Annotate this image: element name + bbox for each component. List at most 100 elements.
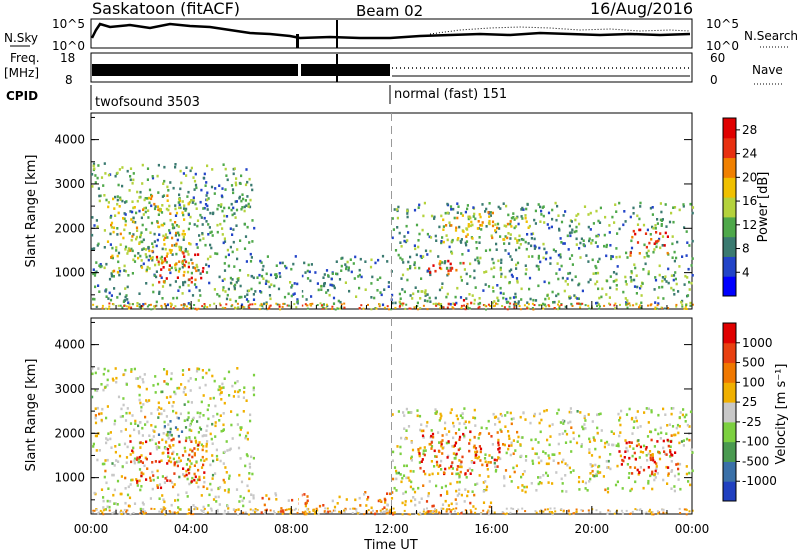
power-cell	[243, 222, 246, 226]
power-cell	[236, 248, 239, 251]
power-cell	[678, 265, 681, 268]
velocity-cell	[667, 444, 670, 448]
velocity-ground-cell	[580, 509, 583, 512]
power-cell	[234, 200, 237, 203]
power-cell	[406, 239, 409, 242]
power-cell	[661, 285, 664, 289]
velocity-cell	[95, 449, 98, 452]
velocity-cell	[178, 386, 181, 390]
power-ground-cell	[144, 302, 147, 305]
velocity-cell	[152, 474, 155, 477]
velocity-cell	[131, 449, 134, 453]
power-cell	[527, 255, 530, 258]
power-cell	[266, 255, 269, 258]
velocity-cell	[660, 431, 663, 435]
freq-tick-bottom: 8	[65, 73, 73, 87]
power-cell	[680, 300, 683, 304]
velocity-cell	[156, 382, 160, 386]
velocity-cell	[252, 388, 255, 392]
power-cell	[129, 249, 132, 252]
power-cell	[126, 252, 129, 255]
power-ground-cell	[689, 304, 692, 307]
velocity-cell	[658, 457, 662, 461]
power-cell	[175, 262, 178, 266]
velocity-cell	[142, 403, 145, 406]
power-cell	[161, 223, 164, 227]
power-cell	[151, 249, 154, 253]
velocity-cell	[236, 367, 239, 370]
power-ground-cell	[326, 305, 329, 308]
power-cell	[94, 285, 97, 289]
power-cell	[110, 255, 113, 259]
velocity-cell	[521, 484, 524, 487]
velocity-ground-cell	[401, 513, 404, 516]
velocity-cell	[593, 439, 596, 442]
velocity-cell	[163, 446, 167, 449]
power-cell	[146, 197, 149, 200]
power-cell	[354, 255, 357, 259]
power-cell	[194, 202, 197, 206]
power-cell	[92, 162, 96, 166]
velocity-cell	[665, 432, 668, 435]
power-cell	[242, 197, 245, 201]
power-cell	[462, 299, 466, 302]
power-cell	[175, 242, 178, 246]
power-cell	[466, 233, 469, 236]
velocity-cell	[430, 441, 433, 444]
velocity-cell	[460, 493, 463, 497]
velocity-ground-cell	[688, 510, 691, 513]
power-cell	[103, 194, 106, 197]
velocity-cell	[187, 379, 190, 383]
velocity-cell	[145, 399, 148, 402]
power-cell	[158, 290, 161, 294]
power-cell	[131, 235, 134, 238]
power-cell	[164, 259, 167, 262]
velocity-cell	[133, 461, 136, 465]
velocity-cell	[183, 387, 186, 391]
power-cell	[475, 247, 478, 250]
velocity-cell	[179, 459, 182, 462]
velocity-cell	[421, 434, 425, 438]
velocity-cell	[551, 482, 554, 485]
velocity-cell	[458, 492, 461, 496]
power-cell	[112, 230, 115, 234]
power-cell	[226, 248, 229, 252]
velocity-cell	[440, 442, 443, 446]
velocity-cell	[458, 428, 461, 431]
power-cell	[455, 226, 458, 230]
power-cell	[289, 281, 292, 284]
power-cell	[199, 200, 202, 204]
velocity-cell	[404, 490, 407, 494]
power-cell	[294, 255, 297, 258]
power-cell	[97, 242, 100, 246]
velocity-cell	[576, 410, 579, 413]
velocity-cell	[137, 430, 140, 433]
power-cell	[184, 280, 187, 284]
velocity-cell	[109, 500, 112, 503]
velocity-cell	[106, 505, 109, 509]
power-cell	[174, 207, 177, 211]
power-cell	[110, 274, 113, 278]
power-cell	[184, 249, 187, 253]
velocity-cell	[650, 438, 653, 442]
power-ground-cell	[656, 307, 659, 310]
velocity-cell	[236, 380, 239, 383]
velocity-cell	[649, 456, 652, 460]
power-cell	[163, 165, 166, 169]
velocity-ytick-label: 4000	[54, 338, 85, 352]
power-cell	[200, 216, 203, 219]
velocity-cell	[691, 469, 694, 473]
power-cell	[155, 300, 158, 304]
power-cell	[542, 302, 545, 306]
power-cell	[159, 274, 162, 277]
power-ground-cell	[548, 305, 551, 308]
power-cell	[178, 198, 181, 201]
velocity-cell	[189, 465, 192, 469]
velocity-ground-cell	[645, 511, 648, 514]
power-cell	[665, 225, 668, 228]
velocity-cell	[405, 476, 408, 480]
power-ground-cell	[138, 303, 141, 306]
velocity-cell	[141, 461, 144, 464]
power-ground-cell	[386, 305, 389, 308]
velocity-cell	[533, 414, 536, 418]
